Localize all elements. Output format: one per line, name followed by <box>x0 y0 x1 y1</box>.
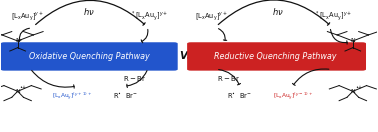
Text: •+: •+ <box>20 85 26 90</box>
Text: $[\mathrm{L_xAu_y}]^{y+}$: $[\mathrm{L_xAu_y}]^{y+}$ <box>11 10 43 23</box>
Text: $\mathrm{R-Br}$: $\mathrm{R-Br}$ <box>123 74 146 83</box>
Text: $[\mathrm{L_xAu_y}]^{(y-1)+}$: $[\mathrm{L_xAu_y}]^{(y-1)+}$ <box>273 91 313 102</box>
FancyBboxPatch shape <box>1 42 178 71</box>
Text: $\mathrm{R}^{\bullet}\ \ \mathrm{Br}^{-}$: $\mathrm{R}^{\bullet}\ \ \mathrm{Br}^{-}… <box>113 92 137 101</box>
Text: $^*[\mathrm{L_xAu_y}]^{y+}$: $^*[\mathrm{L_xAu_y}]^{y+}$ <box>315 9 353 23</box>
Text: $[\mathrm{L_xAu_y}]^{y+}$: $[\mathrm{L_xAu_y}]^{y+}$ <box>195 10 228 23</box>
Text: N: N <box>350 38 355 43</box>
Text: $\mathrm{R}^{\bullet}\ \ \mathrm{Br}^{-}$: $\mathrm{R}^{\bullet}\ \ \mathrm{Br}^{-}… <box>228 92 252 101</box>
Text: VS.: VS. <box>179 51 199 62</box>
Text: Reductive Quenching Pathway: Reductive Quenching Pathway <box>214 52 336 61</box>
Text: $h\nu$: $h\nu$ <box>83 6 95 17</box>
Text: N: N <box>15 89 20 94</box>
Text: $h\nu$: $h\nu$ <box>272 6 284 17</box>
Text: $[\mathrm{L_xAu_y}]^{(y+1)+}$: $[\mathrm{L_xAu_y}]^{(y+1)+}$ <box>52 91 92 102</box>
Text: $^*[\mathrm{L_xAu_y}]^{y+}$: $^*[\mathrm{L_xAu_y}]^{y+}$ <box>131 9 168 23</box>
Text: •+: •+ <box>355 85 362 90</box>
Text: Oxidative Quenching Pathway: Oxidative Quenching Pathway <box>29 52 150 61</box>
Text: N: N <box>350 89 355 94</box>
Text: N: N <box>15 38 20 43</box>
FancyBboxPatch shape <box>187 42 366 71</box>
Text: $\mathrm{R-Br}$: $\mathrm{R-Br}$ <box>217 74 240 83</box>
